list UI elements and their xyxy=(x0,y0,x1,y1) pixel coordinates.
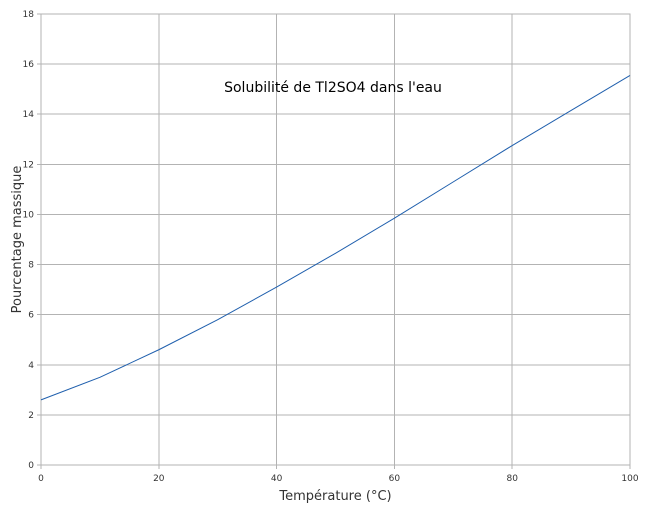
x-tick-label: 0 xyxy=(38,474,44,484)
y-tick-label: 2 xyxy=(28,411,34,421)
y-tick-label: 4 xyxy=(28,361,34,371)
chart-title: Solubilité de Tl2SO4 dans l'eau xyxy=(224,80,442,96)
x-tick-label: 40 xyxy=(271,474,283,484)
series-line xyxy=(40,74,631,401)
y-tick-label: 16 xyxy=(23,60,35,70)
x-tick-label: 80 xyxy=(506,474,518,484)
tick-labels: 0 2 4 6 8 10 12 14 16 18 0 20 40 60 80 100 xyxy=(23,10,639,484)
x-axis-label: Température (°C) xyxy=(278,489,391,504)
y-tick-label: 0 xyxy=(28,461,34,471)
y-tick-label: 8 xyxy=(28,261,34,271)
plot-frame xyxy=(40,13,631,466)
x-tick-label: 60 xyxy=(389,474,401,484)
series-layer xyxy=(40,74,631,401)
y-tick-label: 18 xyxy=(23,10,35,20)
y-tick-label: 12 xyxy=(23,160,34,170)
x-tick-label: 100 xyxy=(621,474,638,484)
y-tick-label: 6 xyxy=(28,311,34,321)
y-tick-label: 10 xyxy=(23,210,35,220)
x-tick-label: 20 xyxy=(153,474,165,484)
y-axis-label: Pourcentage massique xyxy=(10,166,25,314)
y-tick-label: 14 xyxy=(23,110,35,120)
